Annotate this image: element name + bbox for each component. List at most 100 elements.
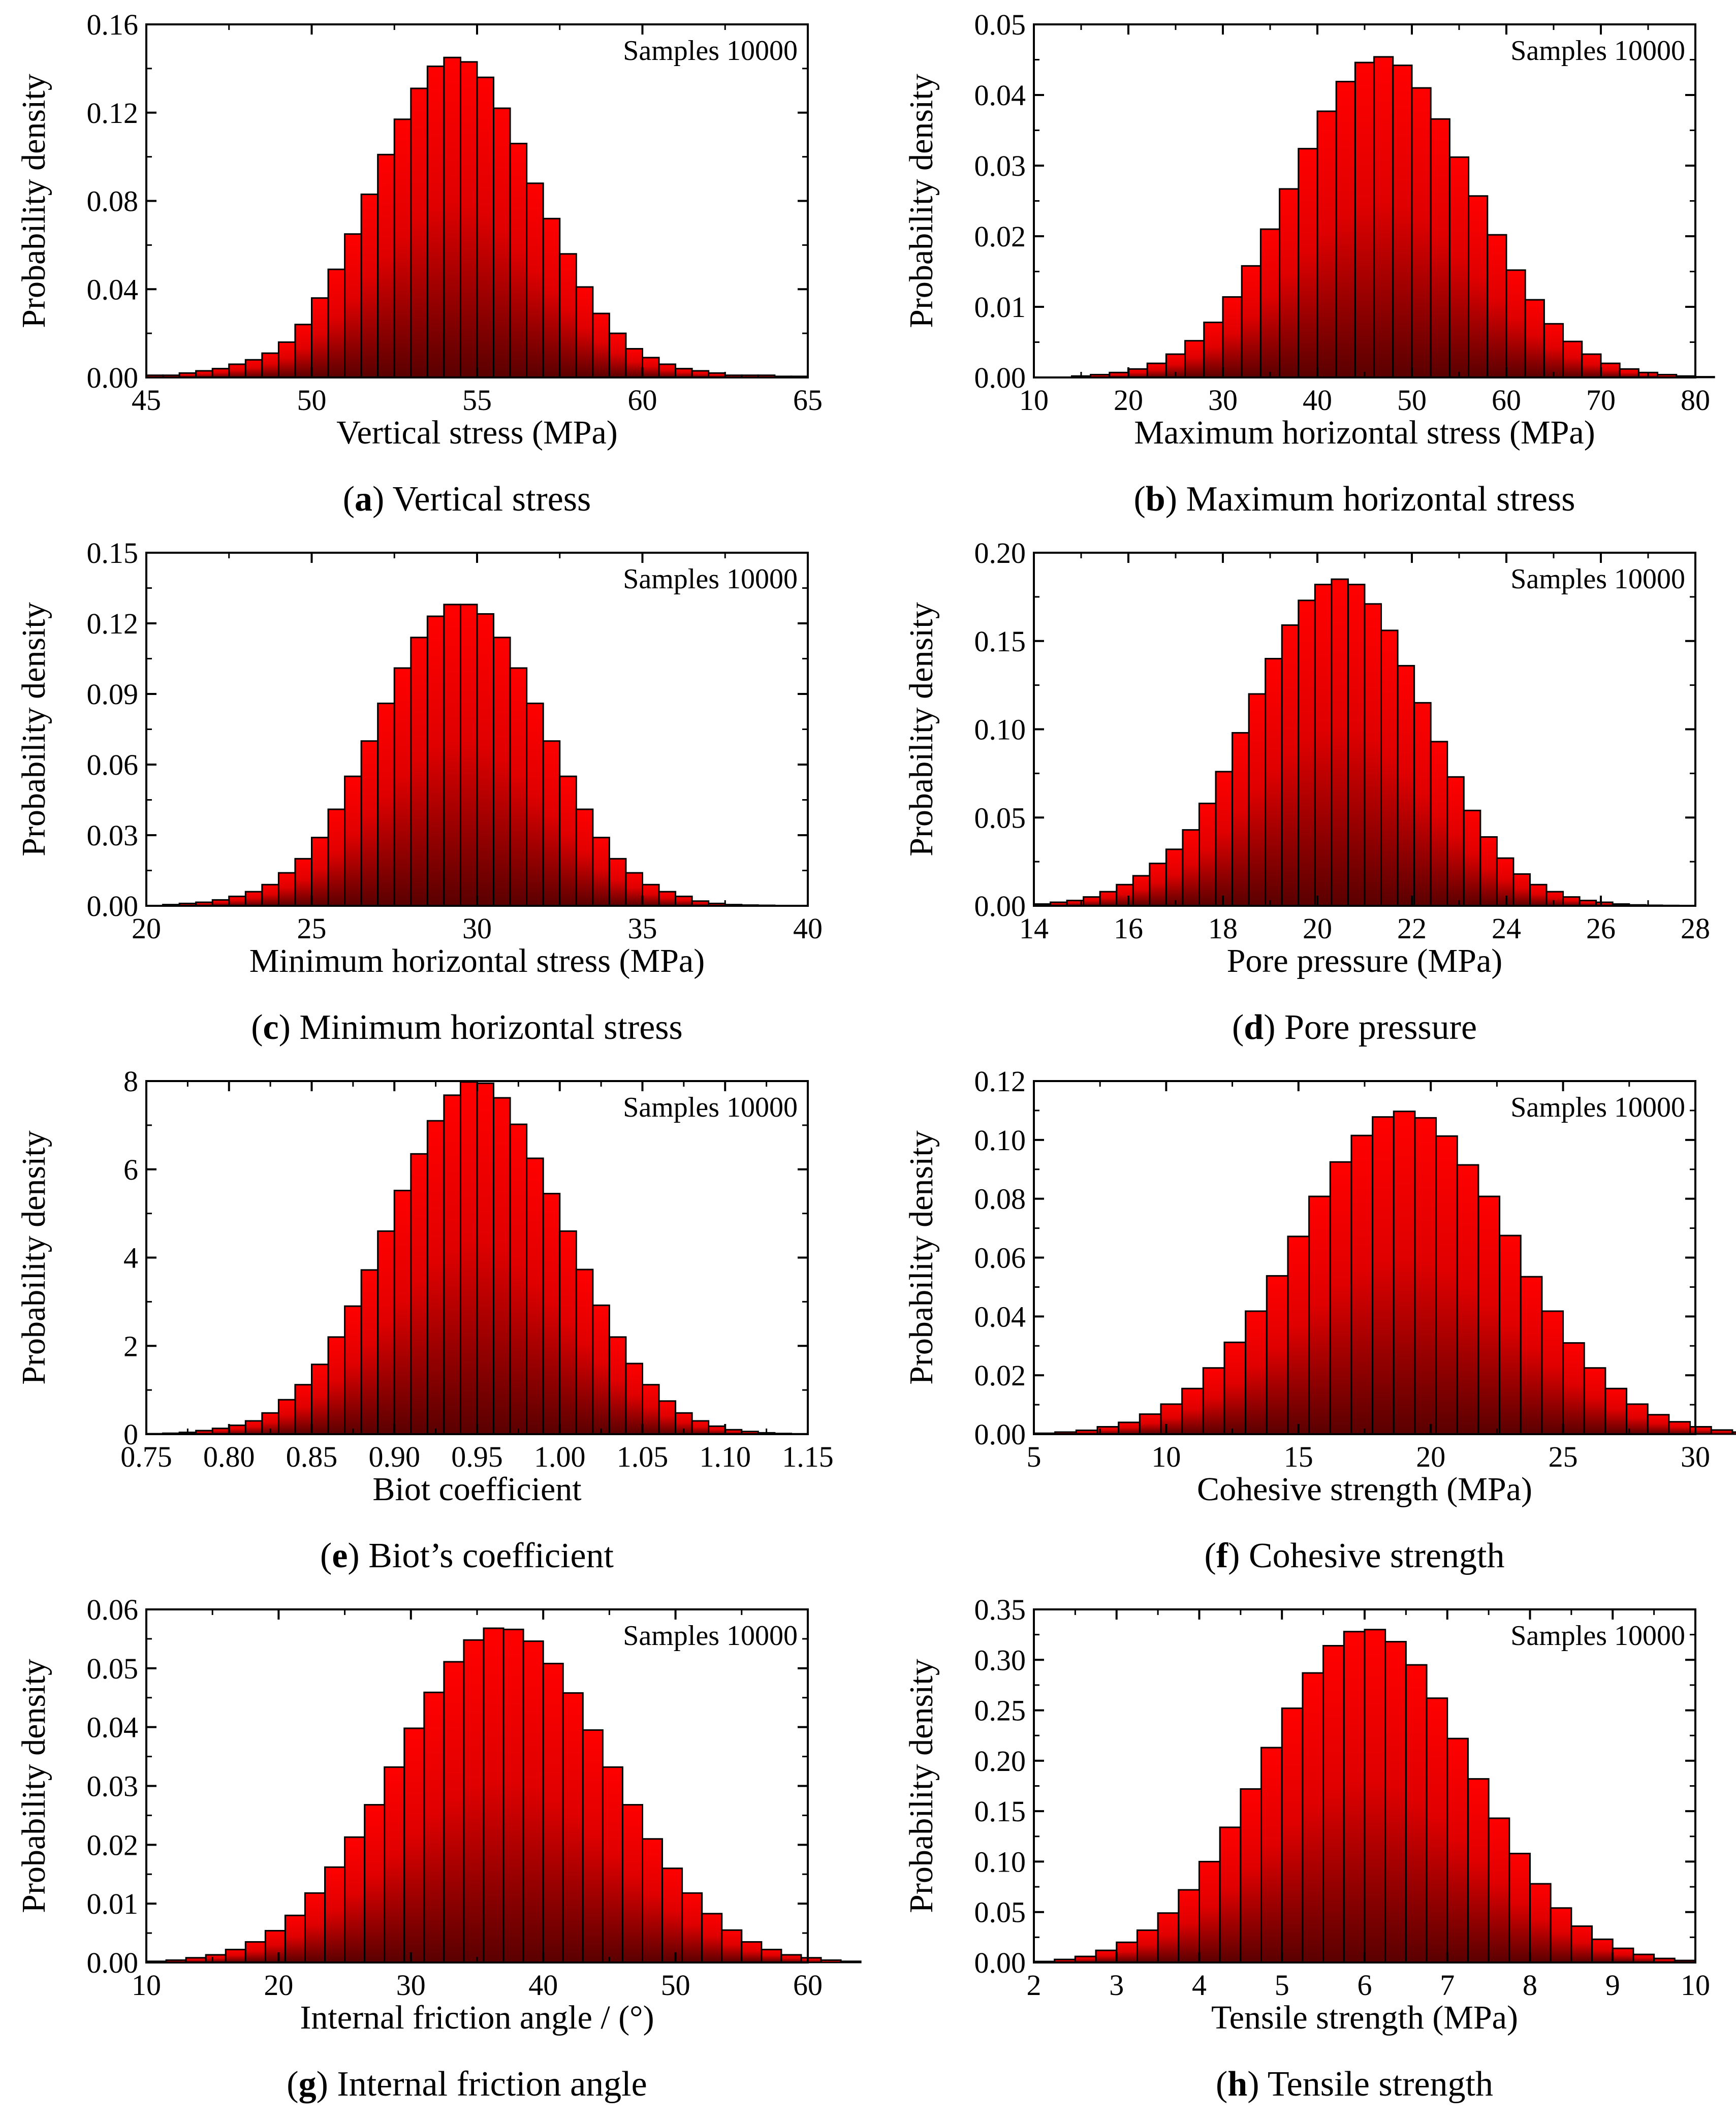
- histogram-bar: [459, 604, 478, 907]
- histogram-bar: [1380, 629, 1399, 907]
- histogram-bar: [1446, 776, 1465, 907]
- histogram-bar: [1182, 829, 1200, 907]
- histogram-bar: [225, 1949, 246, 1963]
- histogram-bar: [1298, 148, 1318, 378]
- y-tick-label: 0.03: [87, 819, 139, 852]
- histogram-bar: [1198, 802, 1217, 907]
- histogram-bar: [721, 1929, 743, 1963]
- x-tick-label: 2: [1027, 1969, 1041, 2002]
- histogram-bar: [476, 76, 495, 378]
- y-tick-label: 0.08: [974, 1183, 1026, 1216]
- histogram-bar: [459, 61, 478, 378]
- x-tick-label: 20: [1303, 912, 1332, 945]
- histogram-bar: [1335, 81, 1356, 378]
- x-axis-label: Maximum horizontal stress (MPa): [1134, 414, 1595, 451]
- histogram-bar: [1414, 1117, 1437, 1435]
- histogram-bar: [1562, 1342, 1585, 1435]
- y-tick-label: 0.00: [87, 890, 139, 923]
- histogram-bar: [625, 872, 643, 907]
- y-axis-label: Probability density: [15, 74, 52, 328]
- x-tick-label: 3: [1109, 1969, 1124, 2002]
- histogram-bar: [1139, 1413, 1162, 1435]
- panel-letter: d: [1244, 1008, 1264, 1047]
- histogram-bar: [426, 66, 445, 378]
- histogram-bar: [1329, 1161, 1352, 1435]
- x-tick-label: 55: [462, 384, 492, 417]
- histogram-bar: [761, 1949, 782, 1963]
- x-tick-label: 4: [1192, 1969, 1207, 2002]
- y-axis-label: Probability density: [15, 1130, 52, 1384]
- histogram-bar: [1127, 368, 1148, 378]
- histogram-bar: [284, 1914, 306, 1963]
- histogram-bar: [476, 613, 495, 907]
- histogram-bar: [1405, 1664, 1428, 1963]
- histogram-bar: [1496, 857, 1514, 907]
- y-tick-label: 0.06: [87, 1593, 139, 1626]
- histogram-bar: [1281, 624, 1300, 907]
- histogram-bar: [658, 1400, 677, 1435]
- y-axis-label: Probability density: [15, 1659, 52, 1913]
- histogram-bar: [327, 808, 346, 907]
- x-tick-label: 40: [793, 912, 823, 945]
- panel-letter: e: [332, 1536, 348, 1575]
- x-axis-label: Biot coefficient: [372, 1471, 581, 1508]
- histogram-bar: [1178, 1889, 1201, 1963]
- panel-letter: b: [1146, 480, 1165, 519]
- histogram-bar: [1529, 1883, 1552, 1963]
- histogram-bar: [1354, 61, 1375, 378]
- x-tick-label: 25: [297, 912, 327, 945]
- histogram-bar: [592, 1304, 610, 1435]
- histogram-bar: [443, 604, 461, 907]
- y-tick-label: 0.15: [87, 536, 139, 569]
- sample-count-annotation: Samples 10000: [1510, 1620, 1685, 1652]
- histogram-bar: [1689, 1426, 1712, 1435]
- panel-caption: (f) Cohesive strength: [1205, 1536, 1505, 1575]
- histogram-bar: [509, 143, 528, 378]
- histogram-bar: [1364, 1629, 1386, 1963]
- x-tick-label: 0.90: [369, 1440, 421, 1473]
- histogram-bar: [642, 1838, 664, 1963]
- histogram-bar: [324, 1866, 346, 1963]
- chart-panel-e: 0.75 0.80 0.85 0.90 0.95 1.00 1.05 1.10 1.15 0 2 4 6…: [15, 1065, 834, 1575]
- histogram-bar: [264, 1929, 286, 1963]
- histogram-bar: [1146, 362, 1167, 378]
- histogram-bar: [377, 703, 395, 907]
- histogram-bar: [1240, 1788, 1262, 1963]
- panel-caption: (h) Tensile strength: [1216, 2065, 1493, 2104]
- histogram-bar: [364, 1804, 386, 1963]
- y-tick-label: 0.02: [87, 1828, 139, 1861]
- chart-panel-f: 5 10 15 20 25 30 0.00 0.02 0.04 0.06 0.08 0.10 0.12 C…: [903, 1065, 1736, 1575]
- histogram-bar: [1600, 362, 1621, 378]
- histogram-bar: [244, 359, 263, 378]
- x-tick-label: 60: [628, 384, 657, 417]
- histogram-bar: [559, 253, 577, 378]
- y-tick-label: 0.03: [974, 149, 1026, 182]
- x-tick-label: 22: [1397, 912, 1427, 945]
- histogram-bar: [559, 775, 577, 907]
- histogram-bar: [1430, 741, 1448, 907]
- x-tick-label: 24: [1492, 912, 1521, 945]
- histogram-bar: [476, 1082, 495, 1435]
- x-tick-label: 5: [1275, 1969, 1289, 2002]
- panel-letter: h: [1227, 2065, 1247, 2104]
- histogram-bar: [1520, 1276, 1543, 1435]
- y-tick-label: 0.00: [974, 1946, 1026, 1979]
- panel-caption-text: Cohesive strength: [1249, 1536, 1505, 1575]
- x-tick-label: 1.15: [782, 1440, 834, 1473]
- histogram-bar: [443, 1661, 465, 1963]
- y-tick-label: 0.25: [974, 1694, 1026, 1727]
- histogram-bar: [1241, 265, 1261, 378]
- histogram-bar: [592, 837, 610, 907]
- chart-panel-h: 2 3 4 5 6 7 8 9 10 0.00 0.05 0.10 0.15 0.20 0.25 0.30 0.…: [903, 1593, 1710, 2104]
- y-tick-label: 0.00: [974, 361, 1026, 394]
- y-tick-label: 0.10: [974, 713, 1026, 746]
- y-tick-label: 0.06: [974, 1242, 1026, 1275]
- histogram-bar: [377, 153, 395, 378]
- histogram-bar: [509, 667, 528, 907]
- histogram-bar: [1604, 1387, 1628, 1435]
- sample-count-annotation: Samples 10000: [623, 1620, 798, 1652]
- histogram-bar: [1347, 584, 1366, 907]
- histogram-bar: [559, 1230, 577, 1435]
- histogram-bar: [1308, 1195, 1331, 1435]
- x-tick-label: 10: [132, 1969, 161, 2002]
